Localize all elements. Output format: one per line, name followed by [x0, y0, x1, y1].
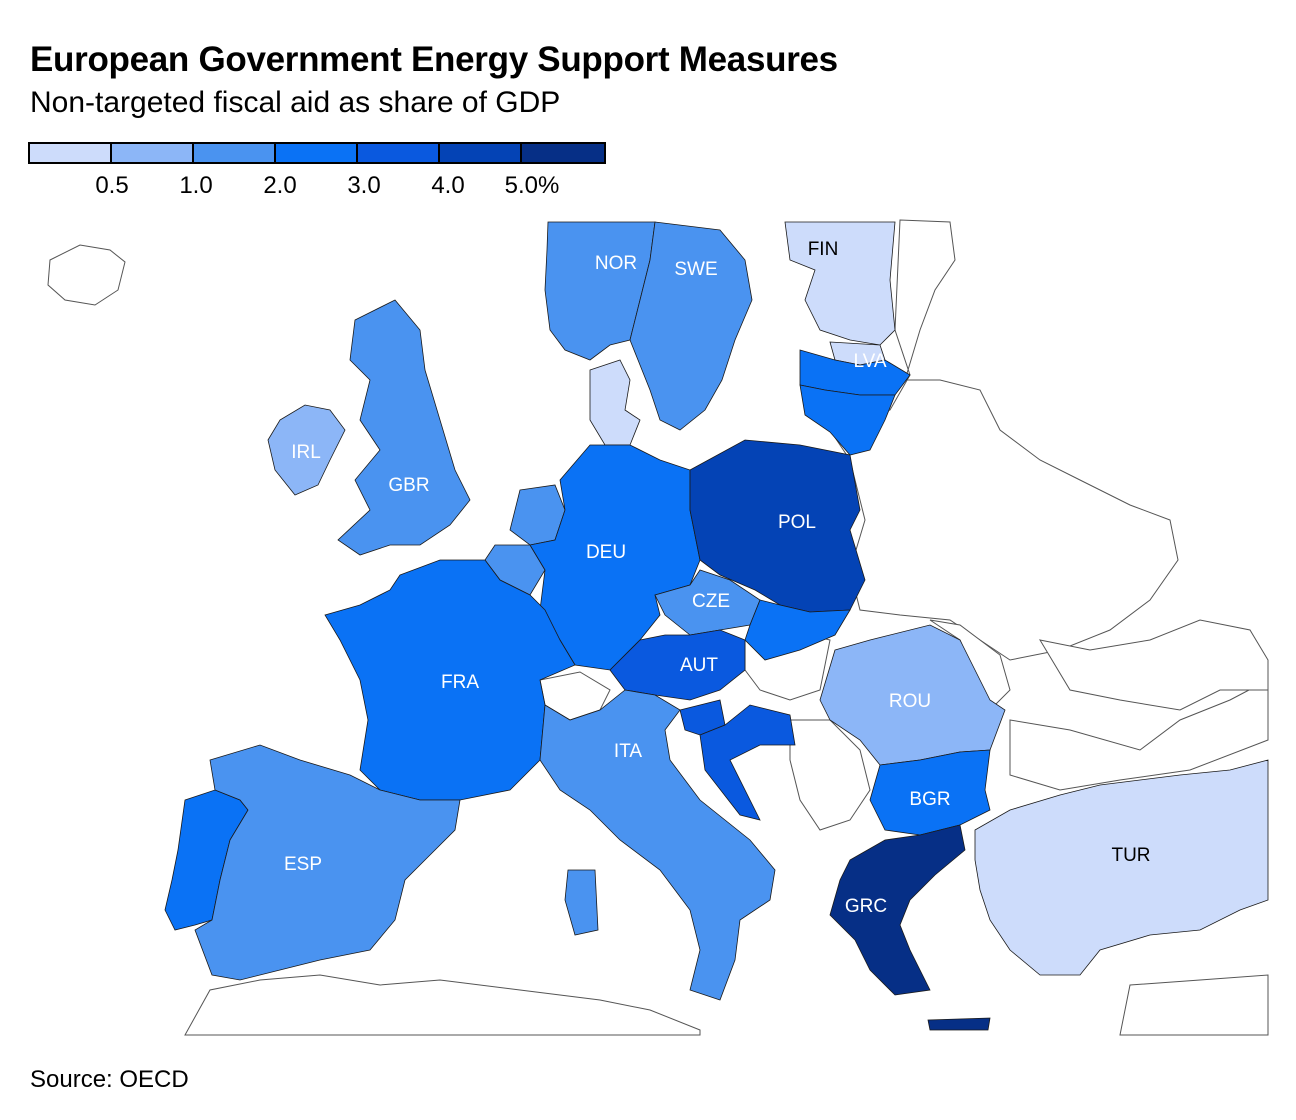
label-swe: SWE — [674, 259, 717, 280]
source-note: Source: OECD — [30, 1066, 189, 1093]
country-bgr[interactable] — [869, 749, 991, 836]
country-labels: NOR SWE FIN LVA IRL GBR DEU POL CZE FRA … — [284, 239, 1151, 917]
label-deu: DEU — [586, 542, 626, 563]
legend-tick-label: 5.0% — [504, 172, 560, 199]
europe-map: NOR SWE FIN LVA IRL GBR DEU POL CZE FRA … — [47, 219, 1269, 1036]
country-tur[interactable] — [974, 759, 1269, 976]
country-swe[interactable] — [629, 221, 753, 431]
country-grc[interactable] — [829, 824, 966, 996]
legend-tick-label: 0.5 — [95, 172, 129, 199]
label-esp: ESP — [284, 854, 322, 875]
label-pol: POL — [778, 512, 816, 533]
country-ita[interactable] — [539, 689, 776, 1001]
country-dnk[interactable] — [589, 359, 641, 446]
legend-tick-label: 1.0 — [179, 172, 213, 199]
legend-tick-label: 4.0 — [431, 172, 465, 199]
country-fin[interactable] — [784, 221, 896, 346]
legend-swatch — [522, 144, 604, 162]
label-nor: NOR — [595, 253, 637, 274]
label-bgr: BGR — [909, 789, 950, 810]
label-lva: LVA — [853, 351, 886, 372]
country-svk[interactable] — [744, 599, 851, 661]
color-legend: 0.5 1.0 2.0 3.0 4.0 5.0% — [28, 142, 618, 199]
legend-tick-label: 3.0 — [347, 172, 381, 199]
country-sar[interactable] — [564, 869, 599, 936]
legend-bar — [28, 142, 606, 164]
legend-swatch — [30, 144, 112, 162]
background-land — [47, 219, 1269, 1036]
country-irl[interactable] — [267, 404, 346, 496]
label-fin: FIN — [808, 239, 839, 260]
legend-swatch — [194, 144, 276, 162]
label-tur: TUR — [1111, 845, 1150, 866]
country-ltu[interactable] — [799, 384, 896, 456]
label-aut: AUT — [680, 655, 718, 676]
label-irl: IRL — [291, 442, 321, 463]
label-ita: ITA — [614, 741, 642, 762]
country-gbr[interactable] — [337, 299, 471, 556]
country-hrv[interactable] — [699, 704, 796, 821]
countries — [164, 221, 1269, 1031]
chart-title: European Government Energy Support Measu… — [30, 40, 838, 79]
label-grc: GRC — [845, 896, 887, 917]
country-esp[interactable] — [194, 744, 461, 981]
label-rou: ROU — [889, 691, 931, 712]
country-fra[interactable] — [324, 559, 576, 801]
legend-swatch — [358, 144, 440, 162]
legend-swatch — [276, 144, 358, 162]
legend-swatch — [440, 144, 522, 162]
label-fra: FRA — [441, 672, 479, 693]
legend-swatch — [112, 144, 194, 162]
legend-tick-label: 2.0 — [263, 172, 297, 199]
label-gbr: GBR — [388, 475, 429, 496]
label-cze: CZE — [692, 591, 730, 612]
chart-subtitle: Non-targeted fiscal aid as share of GDP — [30, 86, 561, 119]
country-crete[interactable] — [927, 1017, 991, 1031]
